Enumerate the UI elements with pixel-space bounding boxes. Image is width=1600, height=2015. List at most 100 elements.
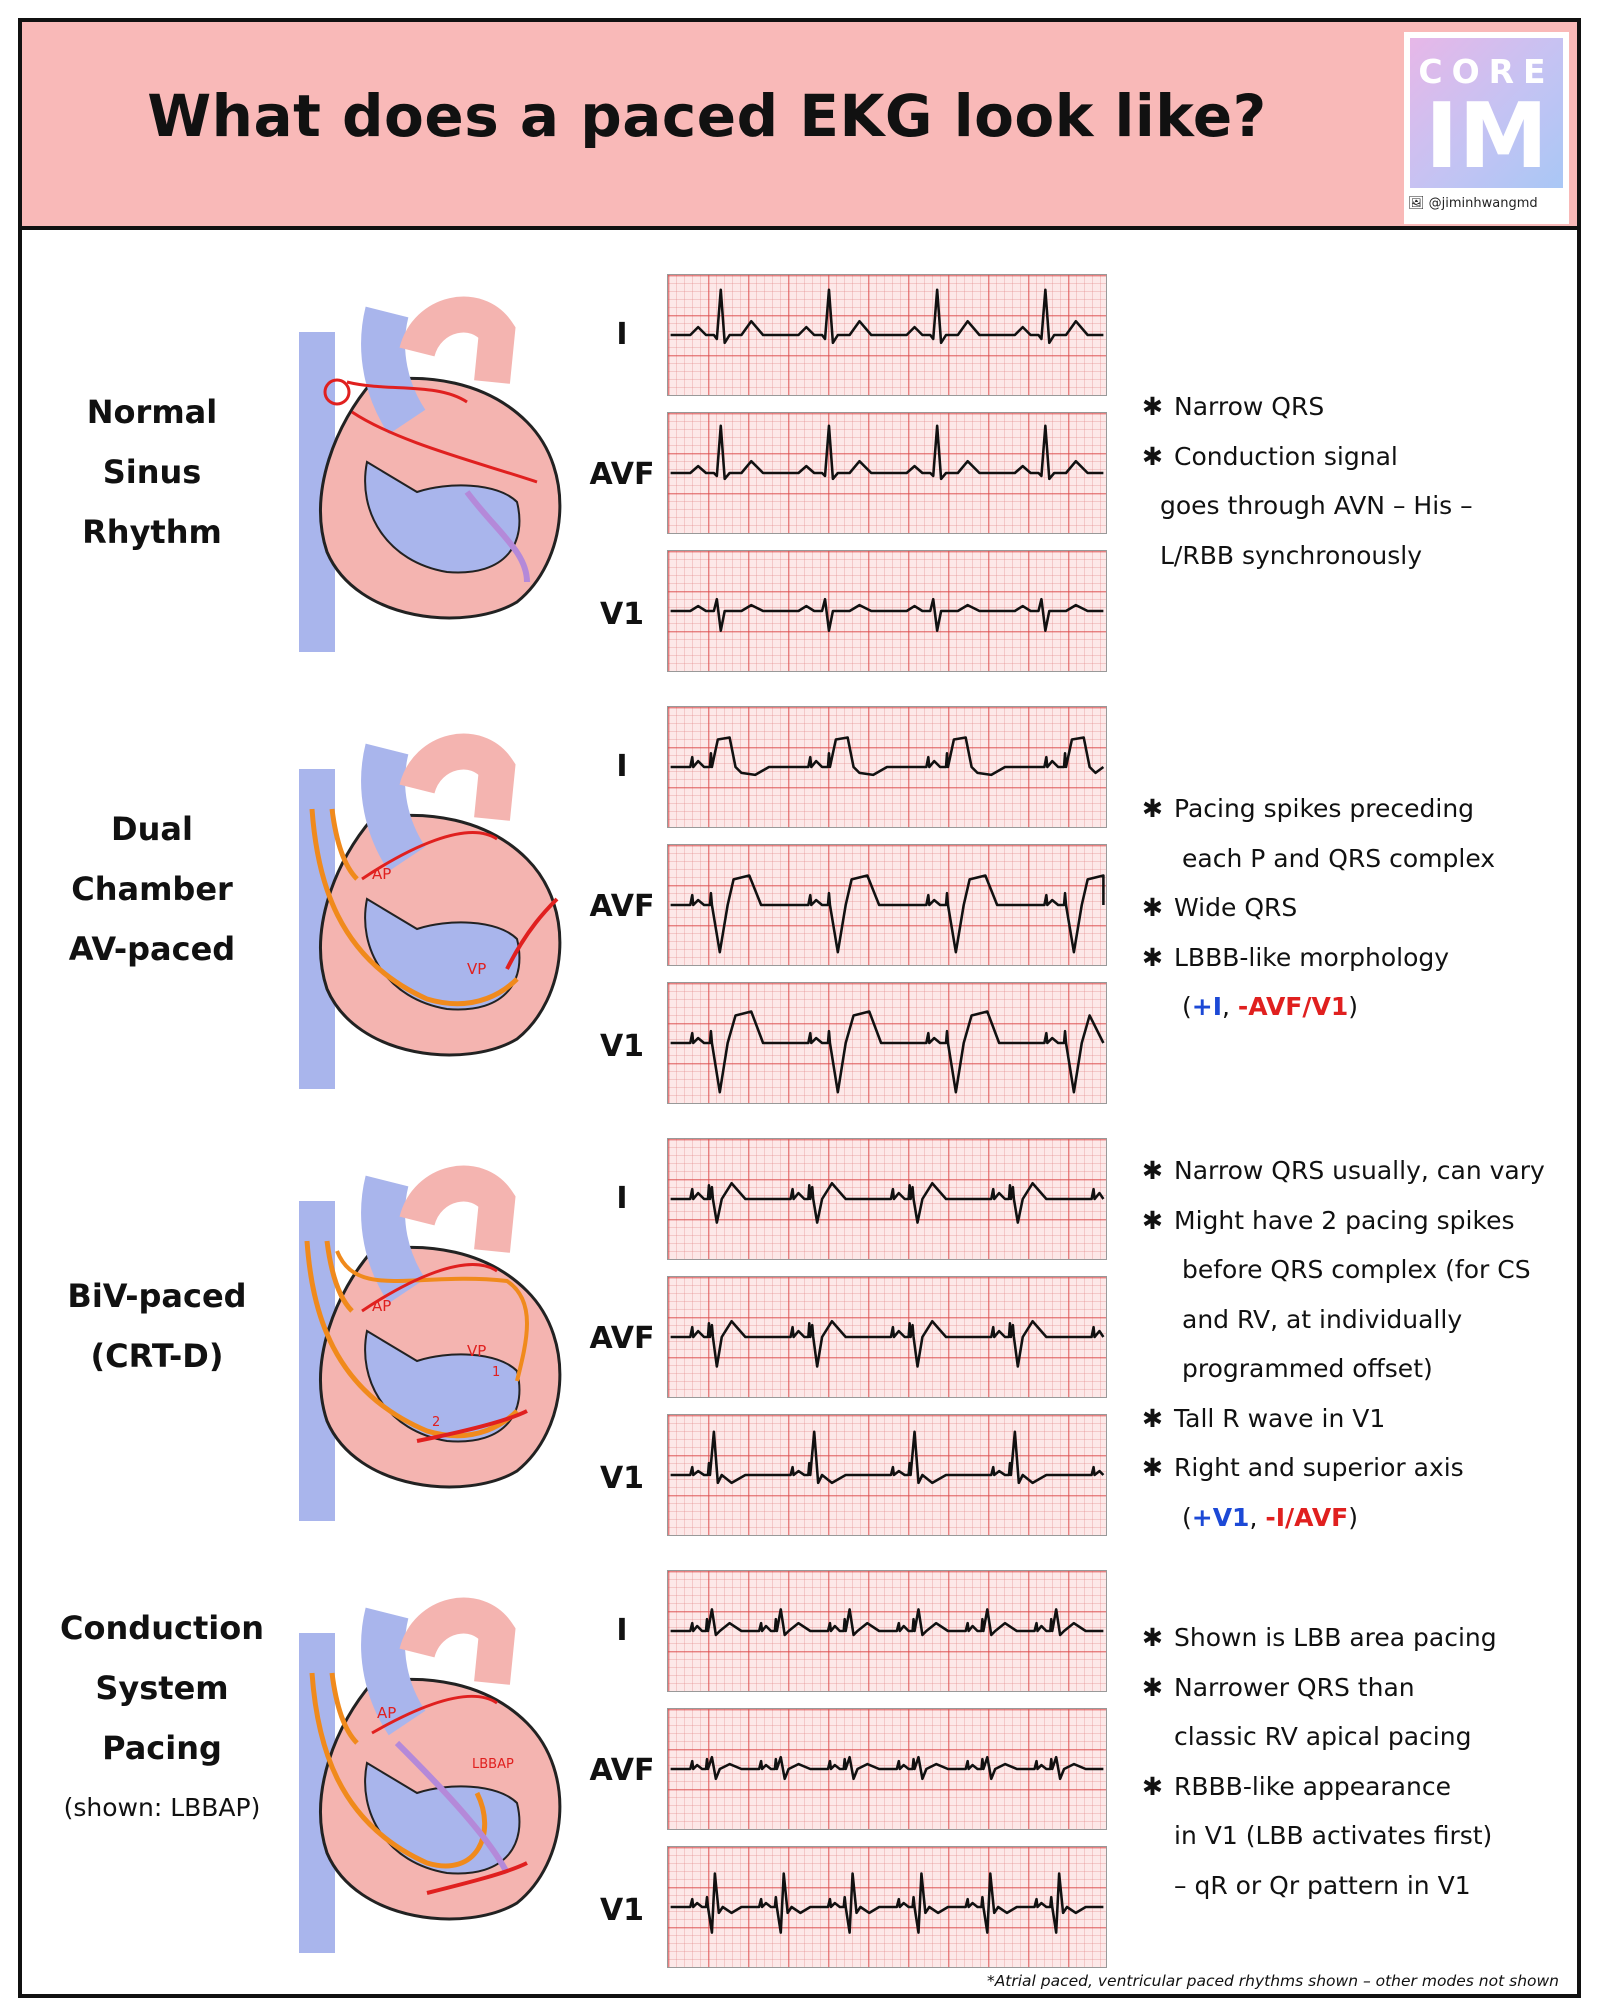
label-line: BiV-paced [67,1277,247,1315]
note-line: programmed offset) [1182,1354,1433,1383]
lead-label-V1: V1 [599,1893,645,1928]
asterisk-icon: ✱ [1142,1623,1163,1652]
section-normal-sinus: Normal Sinus Rhythm I AVF V1 ✱ Narrow QRS… [22,252,1577,682]
logo-core-text: CORE [1418,52,1555,91]
ekg-waveform [670,874,1105,954]
section-label: Dual Chamber AV-paced [27,799,277,979]
section-dual-chamber: Dual Chamber AV-paced AP VP I AVF V1 ✱ Pa… [22,684,1577,1114]
note-line: before QRS complex (for CS [1182,1255,1531,1284]
marker-lbbap: LBBAP [472,1757,514,1772]
logo-gradient-box: CORE IM [1410,38,1563,188]
section-label: Conduction System Pacing (shown: LBBAP) [42,1598,282,1838]
label-line: Rhythm [82,513,222,551]
asterisk-icon: ✱ [1142,392,1163,421]
ekg-strip-AVF [667,1276,1107,1398]
core-im-logo: CORE IM 🖼 @jiminhwangmd [1404,32,1569,224]
axis-note: (+V1, -I/AVF) [1182,1502,1359,1532]
lead-label-AVF: AVF [589,889,655,924]
marker-2: 2 [432,1415,440,1430]
ekg-trace [670,1010,1105,1094]
lead-label-I: I [616,749,628,784]
lead-label-I: I [616,1613,628,1648]
note-line: ✱ Tall R wave in V1 [1142,1394,1572,1444]
logo-im-text: IM [1424,84,1549,189]
lead-label-AVF: AVF [589,1321,655,1356]
asterisk-icon: ✱ [1142,893,1163,922]
heart-illustration: AP LBBAP [299,1597,562,1953]
label-line: (CRT-D) [90,1337,224,1375]
ekg-strip-I [667,1138,1107,1260]
lead-label-AVF: AVF [589,457,655,492]
ekg-waveform [670,1872,1104,1934]
asterisk-icon: ✱ [1142,1453,1163,1482]
marker-ap: AP [372,865,391,883]
label-line: Normal [86,393,218,431]
footnote: *Atrial paced, ventricular paced rhythms… [986,1972,1559,1990]
note-line: ✱ Conduction signal [1142,432,1572,482]
asterisk-icon: ✱ [1142,794,1163,823]
asterisk-icon: ✱ [1142,441,1163,471]
ekg-waveform [670,1010,1105,1094]
ekg-trace [670,1181,1105,1224]
ekg-strip-AVF [667,844,1107,966]
note-line: and RV, at individually [1182,1304,1463,1334]
ekg-strip-AVF [667,412,1107,534]
note-line: goes through AVN – His – [1160,491,1473,520]
heart-illustration: AP VP 1 2 [299,1165,562,1521]
ekg-waveform [670,1755,1104,1781]
asterisk-icon: ✱ [1142,1403,1163,1433]
ekg-trace [670,874,1105,954]
ekg-trace [670,1319,1105,1368]
header-banner: What does a paced EKG look like? CORE IM… [22,22,1577,230]
label-line: Dual [111,810,193,848]
note-line: L/RBB synchronously [1160,540,1422,570]
lead-label-I: I [616,317,628,352]
note-line: ✱ Narrow QRS [1142,382,1572,432]
ekg-strip-I [667,706,1107,828]
section-label: Normal Sinus Rhythm [42,382,262,562]
ekg-waveform [670,1430,1105,1485]
ekg-strip-V1 [667,1414,1107,1536]
label-sub: (shown: LBBAP) [63,1793,261,1822]
note-line: – qR or Qr pattern in V1 [1174,1870,1471,1900]
heart-illustration: AP VP [299,733,562,1089]
lead-label-I: I [616,1181,628,1216]
lead-label-V1: V1 [599,1029,645,1064]
page-title: What does a paced EKG look like? [147,82,1267,150]
note-line: ✱ Might have 2 pacing spikes [1142,1196,1572,1246]
author-handle: 🖼 @jiminhwangmd [1408,196,1568,211]
ekg-waveform [670,288,1104,345]
section-conduction-system: Conduction System Pacing (shown: LBBAP) … [22,1548,1577,1978]
note-line: ✱ RBBB-like appearance [1142,1762,1572,1812]
asterisk-icon: ✱ [1142,942,1163,972]
note-line: ✱ Narrow QRS usually, can vary [1142,1146,1572,1196]
ekg-trace [670,1872,1104,1934]
notes-dual-chamber: ✱ Pacing spikes preceding each P and QRS … [1142,784,1572,1032]
notes-biv-paced: ✱ Narrow QRS usually, can vary ✱ Might hav… [1142,1146,1572,1542]
label-line: Chamber [71,870,233,908]
asterisk-icon: ✱ [1142,1771,1163,1801]
marker-vp: VP [467,1342,486,1360]
ekg-trace [670,1608,1104,1637]
ekg-strip-V1 [667,550,1107,672]
ekg-trace [670,1430,1105,1485]
infographic-frame: What does a paced EKG look like? CORE IM… [18,18,1581,1998]
label-line: Sinus [102,453,202,491]
lead-label-V1: V1 [599,1461,645,1496]
ekg-strip-I [667,1570,1107,1692]
section-label: BiV-paced (CRT-D) [27,1266,287,1386]
note-line: ✱ Wide QRS [1142,883,1572,933]
label-line: AV-paced [68,930,236,968]
heart-illustration [299,296,562,652]
ekg-waveform [670,736,1105,777]
asterisk-icon: ✱ [1142,1156,1163,1185]
author-handle-text: @jiminhwangmd [1428,196,1538,211]
note-line: each P and QRS complex [1182,843,1496,873]
image-icon: 🖼 [1408,196,1425,211]
marker-1: 1 [492,1365,500,1380]
notes-conduction-system: ✱ Shown is LBB area pacing ✱ Narrower QRS … [1142,1613,1572,1910]
note-line: ✱ Narrower QRS than [1142,1663,1572,1713]
note-line: in V1 (LBB activates first) [1174,1821,1493,1850]
lead-label-AVF: AVF [589,1753,655,1788]
ekg-trace [670,736,1105,777]
